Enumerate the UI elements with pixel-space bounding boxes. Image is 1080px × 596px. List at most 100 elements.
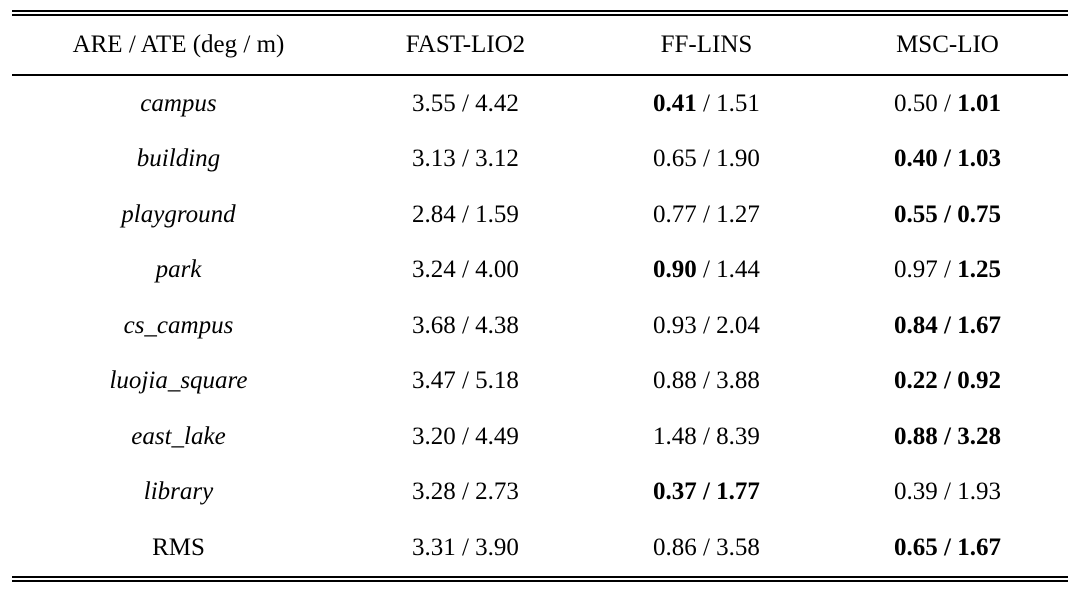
are-value: 0.37 [652, 478, 697, 506]
sequence-label: building [136, 145, 221, 173]
table-body: campus 3.55 / 4.42 0.41 / 1.51 0.50 / 1.… [12, 75, 1068, 576]
are-value: 3.13 [411, 145, 456, 173]
metric-cell: 0.41 / 1.51 [586, 75, 827, 132]
value-separator: / [937, 89, 958, 117]
ate-value: 1.59 [475, 200, 519, 228]
metric-cell: 0.50 / 1.01 [827, 75, 1068, 132]
sequence-label: luojia_square [109, 367, 248, 395]
ate-value: 3.88 [716, 367, 760, 395]
header-row: ARE / ATE (deg / m) FAST-LIO2 FF-LINS MS… [12, 16, 1068, 76]
are-value: 0.39 [894, 478, 938, 506]
value-separator: / [937, 478, 958, 506]
are-value: 3.68 [411, 311, 456, 339]
metric-cell: 0.77 / 1.27 [586, 187, 827, 243]
ate-value: 2.04 [716, 311, 760, 339]
metric-cell: 0.65 / 1.90 [586, 132, 827, 188]
are-value: 3.31 [411, 533, 456, 561]
value-separator: / [696, 478, 717, 506]
are-value: 0.55 [894, 200, 938, 228]
table-header: ARE / ATE (deg / m) FAST-LIO2 FF-LINS MS… [12, 16, 1068, 76]
metric-cell: 0.86 / 3.58 [586, 520, 827, 576]
value-separator: / [455, 311, 476, 339]
col-header-ff-lins: FF-LINS [585, 16, 827, 76]
sequence-label: campus [140, 89, 217, 117]
metric-cell: 3.31 / 3.90 [345, 520, 586, 576]
metric-cell: 3.24 / 4.00 [345, 243, 586, 299]
ate-value: 4.00 [475, 256, 519, 284]
metric-cell: 3.68 / 4.38 [345, 298, 586, 354]
value-separator: / [937, 256, 958, 284]
metric-cell: 2.84 / 1.59 [345, 187, 586, 243]
ate-value: 1.93 [957, 478, 1001, 506]
table-row: building 3.13 / 3.12 0.65 / 1.90 0.40 / … [12, 132, 1068, 188]
ate-value: 2.73 [475, 478, 519, 506]
sequence-label: east_lake [131, 422, 226, 450]
table-row: campus 3.55 / 4.42 0.41 / 1.51 0.50 / 1.… [12, 75, 1068, 132]
ate-value: 4.49 [475, 422, 519, 450]
metric-cell: 0.40 / 1.03 [827, 132, 1068, 188]
sequence-label: cs_campus [123, 311, 234, 339]
table-row: park 3.24 / 4.00 0.90 / 1.44 0.97 / 1.25 [12, 243, 1068, 299]
top-rule [12, 10, 1068, 16]
col-header-metric: ARE / ATE (deg / m) [12, 16, 345, 76]
ate-value: 0.92 [957, 367, 1001, 395]
are-value: 0.90 [652, 256, 697, 284]
ate-value: 1.01 [957, 89, 1001, 117]
value-separator: / [455, 145, 476, 173]
are-value: 0.88 [652, 367, 697, 395]
value-separator: / [696, 533, 717, 561]
ate-value: 4.42 [475, 89, 519, 117]
value-separator: / [937, 311, 958, 339]
value-separator: / [696, 200, 717, 228]
table-row: playground 2.84 / 1.59 0.77 / 1.27 0.55 … [12, 187, 1068, 243]
ate-value: 3.28 [957, 422, 1001, 450]
are-value: 0.77 [652, 200, 697, 228]
value-separator: / [696, 311, 717, 339]
table-row: RMS 3.31 / 3.90 0.86 / 3.58 0.65 / 1.67 [12, 520, 1068, 576]
are-value: 0.86 [652, 533, 697, 561]
value-separator: / [696, 367, 717, 395]
metric-cell: 0.84 / 1.67 [827, 298, 1068, 354]
metric-cell: 0.88 / 3.88 [586, 354, 827, 410]
table-row: library 3.28 / 2.73 0.37 / 1.77 0.39 / 1… [12, 465, 1068, 521]
metric-cell: 0.65 / 1.67 [827, 520, 1068, 576]
metric-cell: 3.47 / 5.18 [345, 354, 586, 410]
metric-cell: 0.93 / 2.04 [586, 298, 827, 354]
are-value: 0.50 [894, 89, 938, 117]
ate-value: 1.90 [716, 145, 760, 173]
are-value: 3.55 [411, 89, 456, 117]
are-value: 3.20 [411, 422, 456, 450]
metric-cell: 3.13 / 3.12 [345, 132, 586, 188]
are-value: 3.24 [411, 256, 456, 284]
value-separator: / [455, 533, 476, 561]
are-value: 0.40 [894, 145, 938, 173]
metric-cell: 0.88 / 3.28 [827, 409, 1068, 465]
sequence-label: park [155, 256, 202, 284]
value-separator: / [937, 422, 958, 450]
ate-value: 4.38 [475, 311, 519, 339]
metric-cell: 0.90 / 1.44 [586, 243, 827, 299]
are-value: 0.93 [652, 311, 697, 339]
col-header-msc-lio: MSC-LIO [826, 16, 1068, 76]
metric-cell: 0.37 / 1.77 [586, 465, 827, 521]
value-separator: / [937, 533, 958, 561]
ate-value: 1.51 [716, 89, 760, 117]
ate-value: 1.27 [716, 200, 760, 228]
ate-value: 1.25 [957, 256, 1001, 284]
metric-cell: 0.55 / 0.75 [827, 187, 1068, 243]
metric-cell: 0.97 / 1.25 [827, 243, 1068, 299]
metric-cell: 3.28 / 2.73 [345, 465, 586, 521]
are-value: 0.65 [894, 533, 938, 561]
value-separator: / [455, 422, 476, 450]
are-value: 3.47 [411, 367, 456, 395]
sequence-label: library [143, 478, 214, 506]
metric-cell: 0.22 / 0.92 [827, 354, 1068, 410]
are-value: 1.48 [652, 422, 697, 450]
ate-value: 8.39 [716, 422, 760, 450]
sequence-label: playground [121, 200, 236, 228]
are-value: 0.97 [894, 256, 938, 284]
are-value: 0.22 [894, 367, 938, 395]
value-separator: / [696, 89, 717, 117]
ate-value: 5.18 [475, 367, 519, 395]
